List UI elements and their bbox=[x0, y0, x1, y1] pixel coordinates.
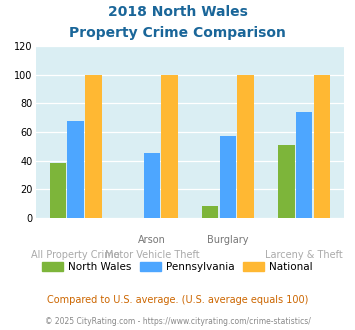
Text: Arson: Arson bbox=[138, 235, 166, 245]
Bar bbox=[50, 163, 66, 218]
Text: Property Crime Comparison: Property Crime Comparison bbox=[69, 26, 286, 40]
Bar bbox=[143, 153, 160, 218]
Text: All Property Crime: All Property Crime bbox=[31, 249, 120, 260]
Text: © 2025 CityRating.com - https://www.cityrating.com/crime-statistics/: © 2025 CityRating.com - https://www.city… bbox=[45, 317, 310, 326]
Bar bbox=[237, 75, 254, 218]
Bar bbox=[220, 136, 236, 218]
Text: Larceny & Theft: Larceny & Theft bbox=[265, 249, 343, 260]
Text: Burglary: Burglary bbox=[207, 235, 249, 245]
Legend: North Wales, Pennsylvania, National: North Wales, Pennsylvania, National bbox=[38, 258, 317, 276]
Text: Motor Vehicle Theft: Motor Vehicle Theft bbox=[105, 249, 199, 260]
Bar bbox=[202, 206, 218, 218]
Bar bbox=[296, 112, 312, 218]
Bar bbox=[67, 120, 84, 218]
Bar bbox=[313, 75, 330, 218]
Bar bbox=[278, 145, 295, 218]
Text: Compared to U.S. average. (U.S. average equals 100): Compared to U.S. average. (U.S. average … bbox=[47, 295, 308, 305]
Bar bbox=[85, 75, 102, 218]
Bar bbox=[162, 75, 178, 218]
Text: 2018 North Wales: 2018 North Wales bbox=[108, 5, 247, 19]
